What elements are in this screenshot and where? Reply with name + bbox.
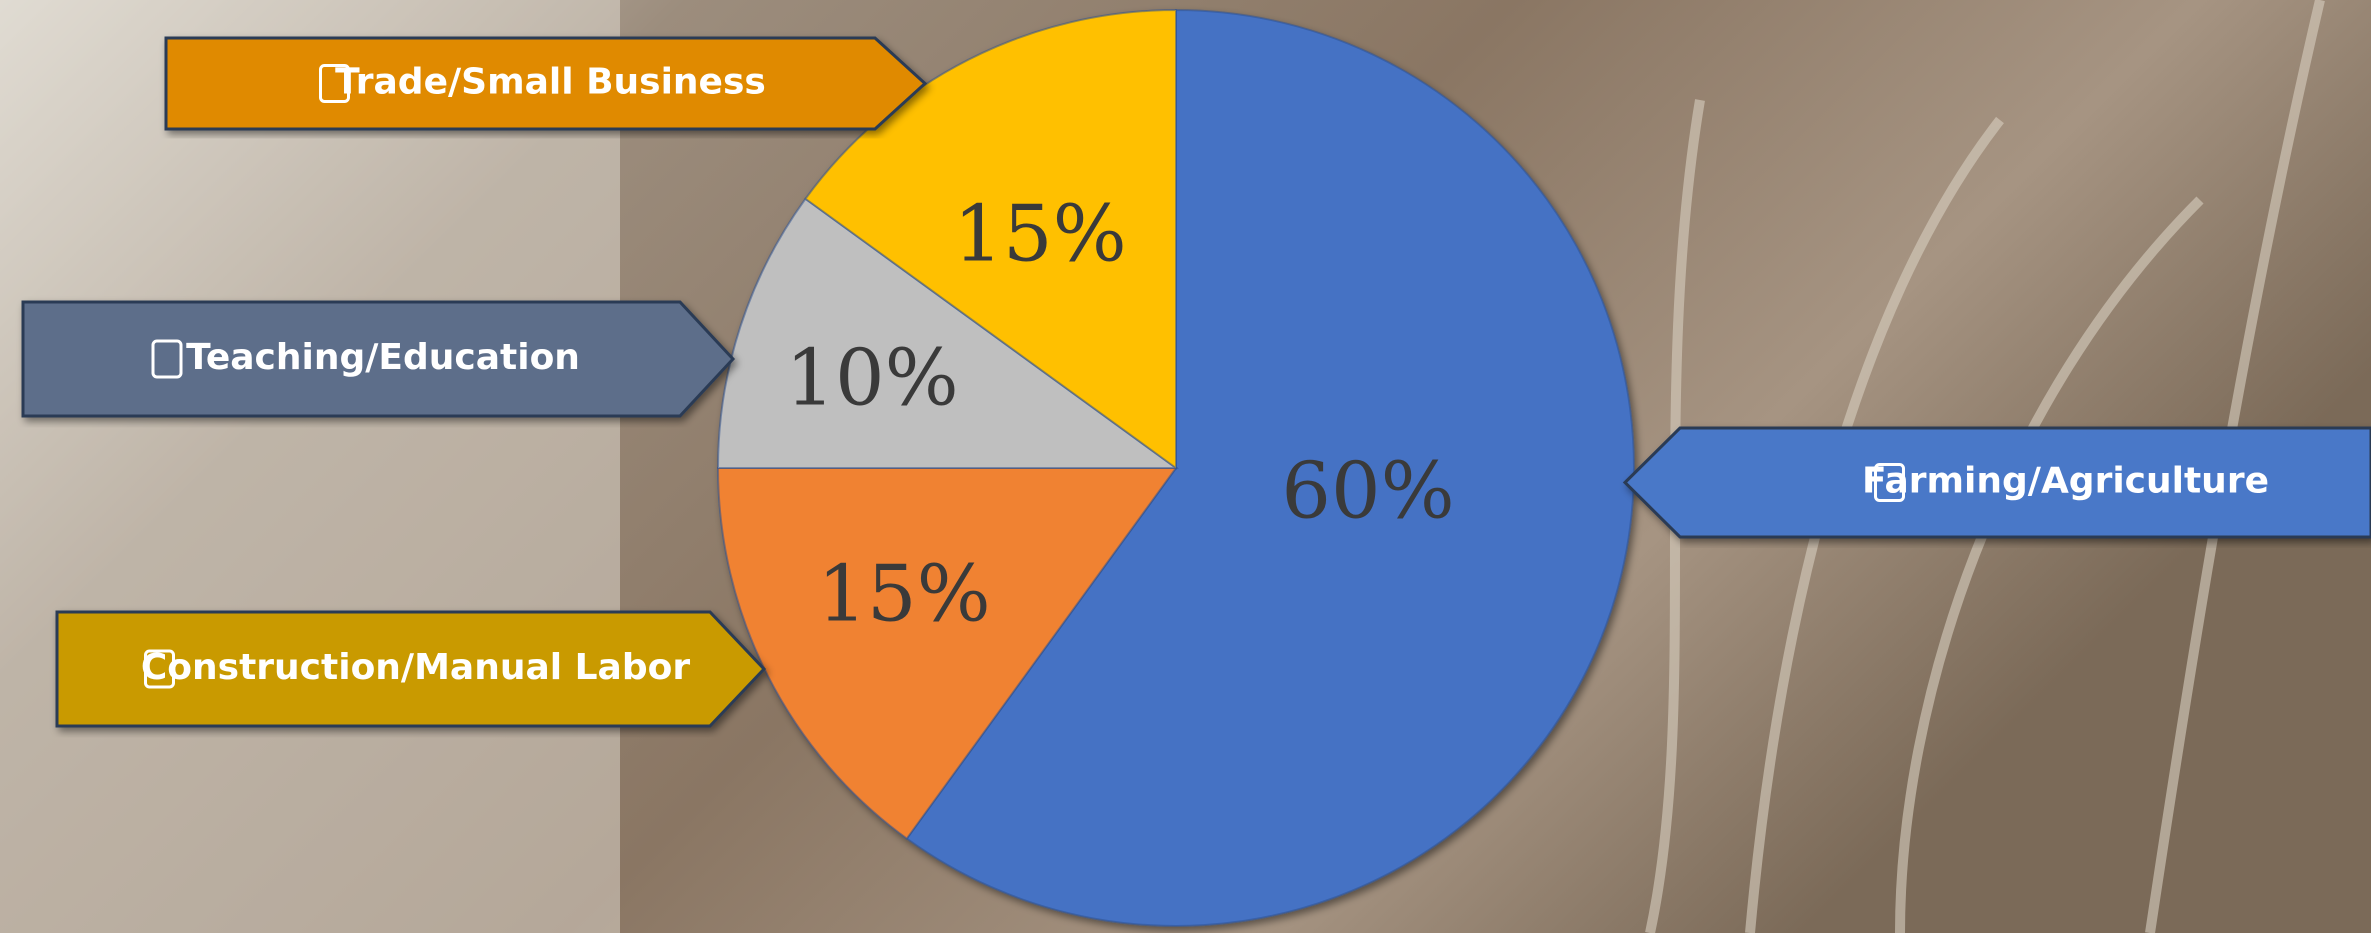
pie xyxy=(716,8,1635,927)
category-icon xyxy=(151,339,183,379)
category-label: Farming/Agriculture xyxy=(1862,461,2269,502)
category-icon xyxy=(1874,463,1905,502)
percent-label: 15% xyxy=(817,550,990,640)
stalk xyxy=(1895,196,2204,933)
person-shirt xyxy=(0,0,620,933)
pie-slice xyxy=(905,8,1635,927)
pie-slice xyxy=(716,467,1178,840)
category-banner xyxy=(1622,426,2371,539)
percent-label: 10% xyxy=(785,334,958,424)
category-label: Construction/Manual Labor xyxy=(141,647,690,688)
category-icon xyxy=(144,649,175,689)
category-label: Trade/Small Business xyxy=(335,62,766,103)
category-banner xyxy=(55,610,767,728)
category-icon xyxy=(319,64,350,103)
category-label: Teaching/Education xyxy=(186,337,580,378)
category-banner xyxy=(21,300,736,418)
pie-slice xyxy=(804,8,1177,470)
stalk xyxy=(1645,99,1705,933)
percent-label: 15% xyxy=(953,190,1126,280)
percent-label: 60% xyxy=(1281,447,1454,537)
category-banner xyxy=(164,36,928,131)
pie-slice xyxy=(716,197,1180,469)
